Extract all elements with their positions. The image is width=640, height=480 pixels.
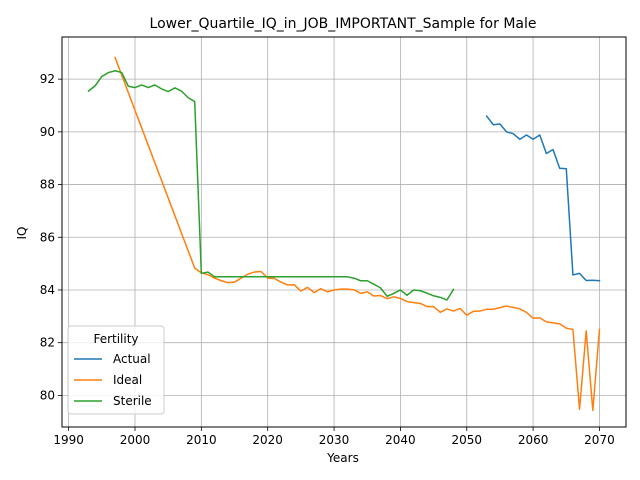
x-tick-label: 2020 [252, 433, 283, 447]
x-axis-label: Years [326, 451, 359, 465]
series-line-sterile [87, 69, 455, 301]
x-tick-label: 2050 [451, 433, 482, 447]
x-tick-label: 2010 [186, 433, 217, 447]
x-tick-label: 2030 [319, 433, 350, 447]
series-line-actual [485, 114, 601, 282]
x-tick-label: 2040 [385, 433, 416, 447]
y-tick-label: 84 [40, 283, 55, 297]
legend-items: Actual Ideal Sterile [74, 352, 152, 408]
y-tick-label: 92 [40, 72, 55, 86]
y-axis-label: IQ [15, 227, 29, 240]
plot-frame [61, 36, 627, 428]
y-tick-label: 80 [40, 388, 55, 402]
y-axis-ticks: 80 82 84 86 88 90 92 [40, 72, 62, 402]
x-axis-ticks: 1990 2000 2010 2020 2030 2040 2050 2060 2070 [53, 427, 615, 447]
x-tick-label: 1990 [53, 433, 84, 447]
series-line-ideal [114, 56, 601, 412]
x-tick-label: 2070 [584, 433, 615, 447]
legend-label-sterile: Sterile [113, 394, 152, 408]
y-tick-label: 90 [40, 125, 55, 139]
x-tick-label: 2000 [120, 433, 151, 447]
y-tick-label: 82 [40, 336, 55, 350]
y-tick-label: 86 [40, 230, 55, 244]
legend-label-ideal: Ideal [113, 373, 142, 387]
series-lines [87, 56, 601, 412]
x-tick-label: 2060 [518, 433, 549, 447]
y-tick-label: 88 [40, 178, 55, 192]
legend: Fertility Actual Ideal Sterile [67, 325, 165, 415]
chart-title: Lower_Quartile_IQ_in_JOB_IMPORTANT_Sampl… [150, 16, 537, 32]
legend-label-actual: Actual [113, 352, 151, 366]
legend-title: Fertility [93, 332, 138, 346]
legend-box [67, 325, 165, 415]
